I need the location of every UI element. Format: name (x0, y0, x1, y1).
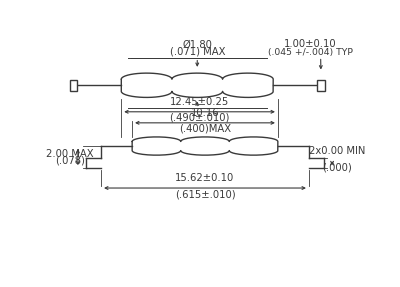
Text: (.078): (.078) (55, 155, 85, 165)
Polygon shape (121, 73, 273, 97)
Text: 10.16: 10.16 (191, 108, 219, 118)
Text: 12.45±0.25: 12.45±0.25 (170, 97, 229, 107)
Text: (.045 +/-.004) TYP: (.045 +/-.004) TYP (268, 48, 353, 57)
Text: (.615±.010): (.615±.010) (175, 189, 235, 199)
Text: (.000): (.000) (322, 163, 352, 172)
Text: 1.00±0.10: 1.00±0.10 (284, 39, 337, 49)
Text: Ø1.80: Ø1.80 (182, 39, 212, 49)
Bar (317, 80, 325, 91)
Text: 15.62±0.10: 15.62±0.10 (175, 173, 235, 183)
Text: 2x0.00 MIN: 2x0.00 MIN (308, 146, 365, 156)
Bar (70, 80, 77, 91)
Text: 2.00 MAX: 2.00 MAX (46, 149, 94, 159)
Text: (.071) MAX: (.071) MAX (170, 46, 225, 56)
Polygon shape (132, 137, 278, 155)
Text: (.490±.010): (.490±.010) (169, 113, 230, 123)
Text: (.400)MAX: (.400)MAX (179, 124, 231, 134)
